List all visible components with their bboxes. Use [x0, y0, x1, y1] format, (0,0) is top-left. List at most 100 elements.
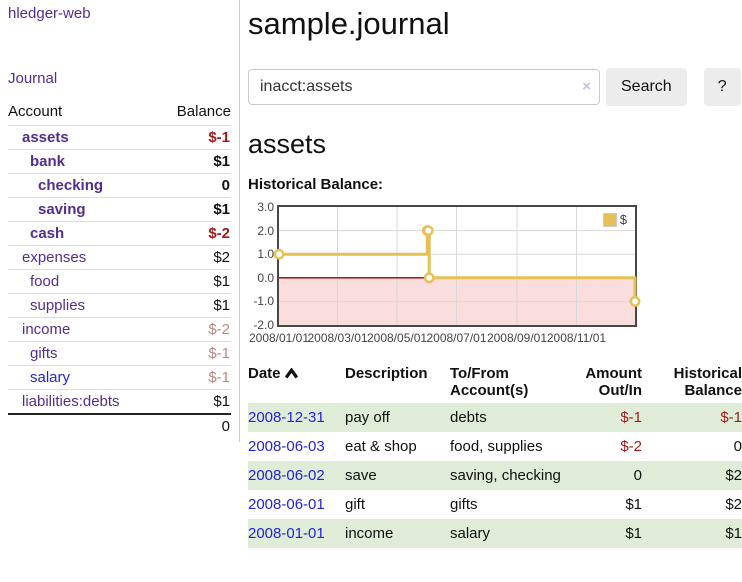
account-link-food[interactable]: food: [30, 273, 60, 290]
transaction-balance: 0: [733, 438, 742, 455]
account-link-cash[interactable]: cash: [30, 225, 65, 242]
accounts-total-row: 0: [8, 413, 231, 438]
x-axis-tick-label: 2008/01/01: [248, 331, 310, 345]
account-balance: $2: [158, 245, 231, 270]
register-row: 2008-01-01 income salary $1 $1: [248, 519, 742, 548]
account-row-checking: checking 0: [8, 173, 231, 198]
sidebar: hledger-web Journal Account Balance asse…: [0, 0, 240, 442]
transaction-accounts: gifts: [450, 496, 478, 513]
transaction-description: save: [345, 461, 450, 490]
transaction-balance: $2: [642, 461, 742, 490]
app-title-link[interactable]: hledger-web: [8, 5, 91, 22]
date-column-header[interactable]: Date: [248, 361, 345, 403]
account-link-liabilities-debts[interactable]: liabilities:debts: [22, 393, 120, 410]
search-button[interactable]: Search: [606, 68, 687, 106]
x-axis-tick-label: 2008/03/01: [307, 331, 368, 345]
account-link-expenses[interactable]: expenses: [22, 249, 87, 266]
account-link-checking[interactable]: checking: [38, 177, 104, 194]
transaction-description: gift: [345, 496, 366, 513]
transaction-amount: $1: [625, 496, 642, 513]
register-row: 2008-12-31 pay off debts $-1 $-1: [248, 403, 742, 432]
account-link-bank[interactable]: bank: [30, 153, 66, 170]
chart-plot-area: $: [273, 205, 641, 327]
account-balance: $-2: [158, 317, 231, 342]
legend-swatch-icon: [602, 212, 617, 227]
clear-search-icon[interactable]: ×: [582, 78, 591, 95]
account-row-saving: saving $1: [8, 197, 231, 222]
main-content: sample.journal × Search ? assets Histori…: [248, 0, 742, 548]
sidebar-item-journal[interactable]: Journal: [8, 70, 58, 87]
account-heading: assets: [248, 129, 327, 159]
transaction-balance: $2: [725, 496, 742, 513]
account-link-supplies[interactable]: supplies: [30, 297, 86, 314]
transaction-date-link[interactable]: 2008-01-01: [248, 525, 325, 542]
search-input[interactable]: [248, 69, 600, 105]
amount-column-header: Amount Out/In: [585, 365, 642, 399]
historical-balance-chart: 3.0 2.0 1.0 0.0 -1.0 -2.0 $ 2008/01/01 2008/03…: [248, 197, 742, 347]
account-row-assets: assets $-1: [8, 125, 231, 150]
account-row-expenses: expenses $2: [8, 245, 231, 270]
account-row-bank: bank $1: [8, 149, 231, 174]
account-balance: $1: [158, 149, 231, 174]
accounts-header-row: Account Balance: [8, 100, 231, 126]
account-link-assets[interactable]: assets: [22, 129, 69, 146]
y-axis-tick-label: 1.0: [257, 247, 274, 262]
register-row: 2008-06-01 gift gifts $1 $2: [248, 490, 742, 519]
account-row-gifts: gifts $-1: [8, 341, 231, 366]
account-column-header: Account: [8, 103, 63, 120]
account-balance: $1: [158, 389, 231, 414]
accounts-column-header: To/From Account(s): [450, 365, 529, 399]
sort-ascending-icon: [284, 366, 298, 383]
accounts-total-value: 0: [158, 413, 231, 438]
account-balance: $-1: [158, 341, 231, 366]
transaction-amount: $-1: [573, 403, 642, 432]
transaction-amount: $1: [573, 519, 642, 548]
account-row-income: income $-2: [8, 317, 231, 342]
account-link-income[interactable]: income: [22, 321, 71, 338]
transaction-accounts: salary: [450, 519, 573, 548]
account-balance: $-1: [158, 365, 231, 390]
y-axis-tick-label: -1.0: [253, 294, 274, 309]
balance-column-header: Balance: [176, 103, 231, 120]
search-box: ×: [248, 69, 600, 105]
account-balance: $1: [158, 197, 231, 222]
x-axis-tick-label: 2008/05/01: [366, 331, 428, 345]
transaction-accounts: saving, checking: [450, 461, 573, 490]
register-row: 2008-06-02 save saving, checking 0 $2: [248, 461, 742, 490]
legend-label: $: [619, 212, 627, 227]
account-row-salary: salary $-1: [8, 365, 231, 390]
account-link-salary[interactable]: salary: [30, 369, 71, 386]
accounts-balance-table: Account Balance assets $-1 bank $1 check…: [8, 100, 231, 438]
y-axis-tick-label: -2.0: [253, 318, 274, 332]
register-header-row: Date Description To/From Account(s) Amou…: [248, 361, 742, 403]
chart-title: Historical Balance:: [248, 176, 384, 193]
transaction-date-link[interactable]: 2008-06-01: [248, 496, 325, 513]
help-button[interactable]: ?: [703, 68, 741, 106]
x-axis-tick-label: 2008/11/01: [546, 331, 607, 345]
account-row-liabilities-debts: liabilities:debts $1: [8, 389, 231, 414]
register-row: 2008-06-03 eat & shop food, supplies $-2…: [248, 432, 742, 461]
date-header-label: Date: [248, 365, 281, 382]
chart-canvas: [273, 207, 641, 325]
balance-column-header: Historical Balance: [673, 365, 742, 399]
chart-legend: $: [601, 212, 628, 227]
description-column-header: Description: [345, 365, 428, 382]
y-axis-tick-label: 3.0: [257, 200, 274, 214]
transaction-date-link[interactable]: 2008-06-02: [248, 467, 325, 484]
transaction-balance: $-1: [642, 403, 742, 432]
search-form: × Search ?: [248, 68, 742, 106]
account-balance: $-1: [158, 125, 231, 150]
transaction-description: eat & shop: [345, 438, 417, 455]
transaction-accounts: food, supplies: [450, 438, 543, 455]
account-link-saving[interactable]: saving: [38, 201, 86, 218]
account-balance: $1: [158, 293, 231, 318]
transaction-date-link[interactable]: 2008-12-31: [248, 409, 325, 426]
transaction-accounts: debts: [450, 403, 573, 432]
account-link-gifts[interactable]: gifts: [30, 345, 58, 362]
transaction-date-link[interactable]: 2008-06-03: [248, 438, 325, 455]
transaction-description: pay off: [345, 403, 450, 432]
transaction-description: income: [345, 519, 450, 548]
transaction-amount: $-2: [620, 438, 642, 455]
account-row-cash: cash $-2: [8, 221, 231, 246]
